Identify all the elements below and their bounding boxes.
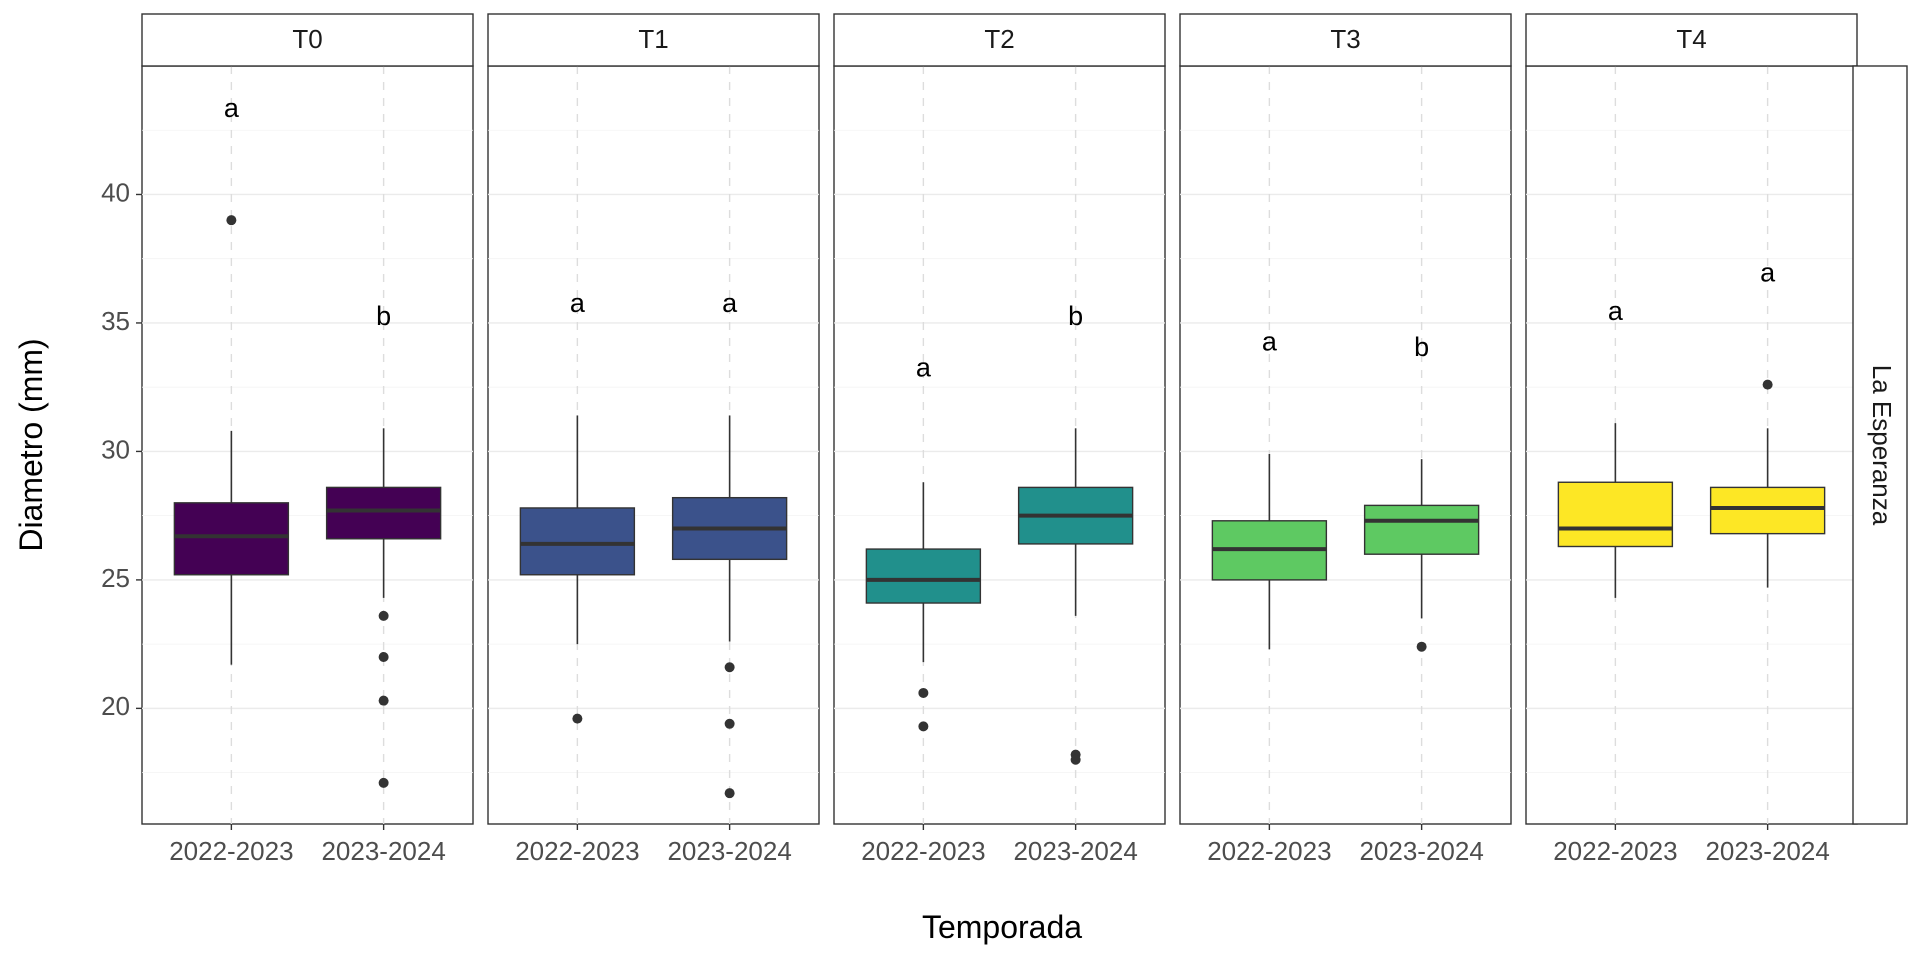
significance-letter: b — [1068, 301, 1083, 331]
box-iqr — [1557, 481, 1674, 548]
outlier-point — [724, 718, 735, 729]
y-tick-label: 30 — [101, 434, 130, 464]
outlier-point — [1416, 641, 1427, 652]
box-iqr — [325, 486, 442, 540]
significance-letter: a — [1760, 257, 1776, 287]
strip-label: T3 — [1330, 24, 1360, 54]
box-t4-2022-2023: a 2022-2023 — [1553, 296, 1677, 866]
x-tick-label: 2022-2023 — [515, 836, 639, 866]
box-iqr — [865, 548, 982, 604]
panel-background — [1525, 65, 1858, 825]
strip-box — [141, 13, 474, 67]
strip-box — [1525, 13, 1858, 67]
significance-letter: a — [224, 93, 240, 123]
x-axis-title: Temporada — [922, 909, 1082, 945]
x-tick-label: 2023-2024 — [1359, 836, 1483, 866]
x-tick-label: 2023-2024 — [667, 836, 791, 866]
box-iqr — [519, 507, 636, 576]
row-strip: La Esperanza — [1852, 65, 1908, 825]
box-t1-2022-2023: a 2022-2023 — [515, 288, 639, 866]
box-t1-2023-2024: a 2023-2024 — [667, 288, 791, 866]
panel-background — [141, 65, 474, 825]
significance-letter: a — [570, 288, 586, 318]
box-t3-2023-2024: b 2023-2024 — [1359, 332, 1483, 866]
y-tick-label: 20 — [101, 691, 130, 721]
box-t3-2022-2023: a 2022-2023 — [1207, 327, 1331, 866]
box-t0-2023-2024: b 2023-2024 — [321, 301, 445, 866]
strip-label: T0 — [292, 24, 322, 54]
y-tick-label: 25 — [101, 563, 130, 593]
x-tick-label: 2022-2023 — [169, 836, 293, 866]
box-t0-2022-2023: a 2022-2023 — [169, 93, 293, 866]
significance-letter: a — [916, 352, 932, 382]
x-tick-label: 2022-2023 — [861, 836, 985, 866]
panel-t0: a 2022-2023 b 2023-2024 T0 — [141, 13, 474, 866]
strip-box — [487, 13, 820, 67]
outlier-point — [378, 610, 389, 621]
panel-background — [487, 65, 820, 825]
x-tick-label: 2023-2024 — [321, 836, 445, 866]
box-t2-2022-2023: a 2022-2023 — [861, 352, 985, 866]
strip-box — [1179, 13, 1512, 67]
significance-letter: a — [722, 288, 738, 318]
strip-label: T2 — [984, 24, 1014, 54]
box-iqr — [1363, 504, 1480, 555]
y-axis-title: Diametro (mm) — [13, 338, 49, 551]
outlier-point — [1070, 754, 1081, 765]
x-tick-label: 2023-2024 — [1705, 836, 1829, 866]
outlier-point — [378, 695, 389, 706]
significance-letter: a — [1262, 327, 1278, 357]
outlier-point — [918, 721, 929, 732]
significance-letter: a — [1608, 296, 1624, 326]
y-tick-label: 40 — [101, 177, 130, 207]
x-tick-label: 2022-2023 — [1207, 836, 1331, 866]
x-tick-label: 2023-2024 — [1013, 836, 1137, 866]
row-strip-label: La Esperanza — [1867, 365, 1897, 526]
panel-t3: a 2022-2023 b 2023-2024 T3 — [1179, 13, 1512, 866]
box-iqr — [1709, 486, 1826, 535]
significance-letter: b — [376, 301, 391, 331]
strip-label: T4 — [1676, 24, 1706, 54]
outlier-point — [918, 687, 929, 698]
outlier-point — [378, 651, 389, 662]
panel-background — [1179, 65, 1512, 825]
outlier-point — [378, 777, 389, 788]
outlier-point — [226, 215, 237, 226]
y-axis: 20 25 30 35 40 — [101, 177, 142, 721]
facet-panels: a 2022-2023 b 2023-2024 T0 a 2022-2023 a 2023-20… — [141, 13, 1858, 866]
strip-label: T1 — [638, 24, 668, 54]
significance-letter: b — [1414, 332, 1429, 362]
row-strip-box — [1852, 65, 1908, 825]
panel-t2: a 2022-2023 b 2023-2024 T2 — [833, 13, 1166, 866]
panel-background — [833, 65, 1166, 825]
outlier-point — [1762, 379, 1773, 390]
x-tick-label: 2022-2023 — [1553, 836, 1677, 866]
outlier-point — [724, 662, 735, 673]
box-iqr — [173, 502, 290, 576]
outlier-point — [724, 788, 735, 799]
outlier-point — [572, 713, 583, 724]
box-t2-2023-2024: b 2023-2024 — [1013, 301, 1137, 866]
panel-t4: a 2022-2023 a 2023-2024 T4 — [1525, 13, 1858, 866]
y-tick-label: 35 — [101, 306, 130, 336]
panel-t1: a 2022-2023 a 2023-2024 T1 — [487, 13, 820, 866]
strip-box — [833, 13, 1166, 67]
box-t4-2023-2024: a 2023-2024 — [1705, 257, 1829, 866]
